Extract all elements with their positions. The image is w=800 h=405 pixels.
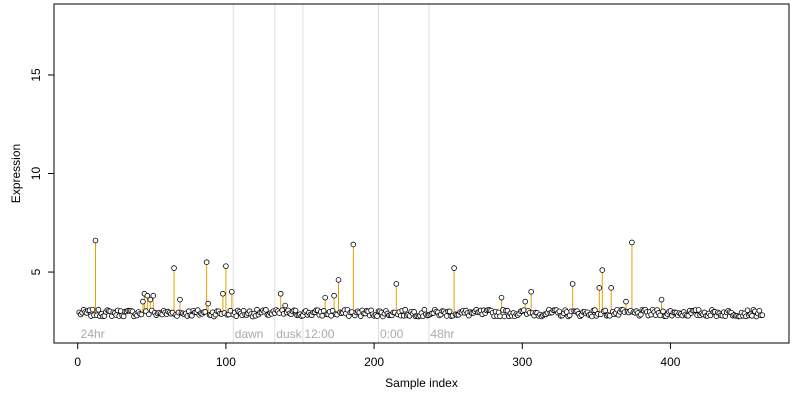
section-label: 12:00: [304, 327, 334, 341]
data-point: [569, 281, 576, 287]
data-point: [335, 277, 342, 283]
section-label: 24hr: [81, 327, 105, 341]
section-label: 48hr: [430, 327, 454, 341]
data-point: [623, 298, 629, 305]
section-label: dawn: [235, 327, 264, 341]
data-point: [498, 294, 505, 301]
x-axis: 0 100 200 300 400: [74, 343, 681, 369]
data-point: [229, 288, 235, 295]
data-point: [205, 300, 211, 307]
data-point: [147, 296, 154, 303]
data-point: [592, 307, 598, 313]
section-label: 0:00: [380, 327, 404, 341]
data-point: [329, 307, 336, 314]
data-point: [695, 307, 702, 313]
data-point: [374, 313, 380, 319]
data-point: [638, 311, 644, 318]
y-tick-label: 5: [29, 268, 43, 275]
data-point: [117, 308, 124, 314]
data-point: [602, 307, 609, 314]
section-dividers: 24hr dawn dusk 12:00 0:00 48hr: [81, 4, 454, 343]
section-label: dusk: [276, 327, 302, 341]
data-point: [140, 298, 146, 305]
data-point: [277, 290, 284, 297]
x-axis-label: Sample index: [385, 376, 458, 390]
data-point: [146, 311, 152, 318]
data-point: [89, 306, 96, 313]
y-axis: 5 10 15: [29, 68, 54, 275]
data-point: [528, 288, 534, 295]
x-tick-label: 0: [74, 355, 81, 369]
data-point: [451, 265, 457, 271]
y-axis-label: Expression: [9, 144, 23, 203]
data-point: [350, 241, 357, 248]
data-point: [171, 265, 177, 271]
data-point: [177, 296, 183, 303]
y-tick-label: 15: [29, 68, 43, 82]
data-point: [744, 307, 751, 314]
data-point: [660, 308, 666, 315]
data-point: [202, 309, 208, 315]
data-point: [596, 285, 603, 291]
data-point: [282, 302, 288, 309]
data-point: [402, 306, 408, 313]
data-point: [150, 292, 157, 299]
x-tick-label: 200: [364, 355, 384, 369]
data-point: [120, 313, 127, 320]
data-point: [95, 306, 102, 313]
data-point: [658, 296, 665, 303]
data-point: [203, 259, 210, 265]
data-point: [589, 313, 595, 320]
data-point: [138, 311, 145, 318]
data-point: [759, 312, 766, 318]
y-tick-label: 10: [29, 167, 43, 181]
data-point: [522, 298, 529, 305]
data-point: [223, 263, 229, 269]
data-point: [263, 307, 269, 313]
data-point: [220, 290, 226, 297]
data-point: [629, 239, 635, 246]
data-point: [421, 306, 428, 313]
data-point: [446, 308, 453, 315]
data-point: [749, 312, 755, 319]
data-point: [331, 292, 337, 299]
highlight-stems: [94, 240, 663, 314]
plot-frame: [53, 3, 790, 344]
data-point: [608, 285, 614, 291]
data-point: [92, 237, 99, 244]
data-points: [76, 237, 766, 320]
data-point: [322, 294, 328, 301]
data-point: [144, 292, 151, 299]
x-tick-label: 100: [216, 355, 236, 369]
data-point: [233, 313, 240, 319]
x-tick-label: 300: [512, 355, 532, 369]
data-point: [393, 281, 400, 287]
data-point: [599, 267, 606, 273]
data-point: [292, 307, 299, 314]
x-tick-label: 400: [660, 355, 680, 369]
